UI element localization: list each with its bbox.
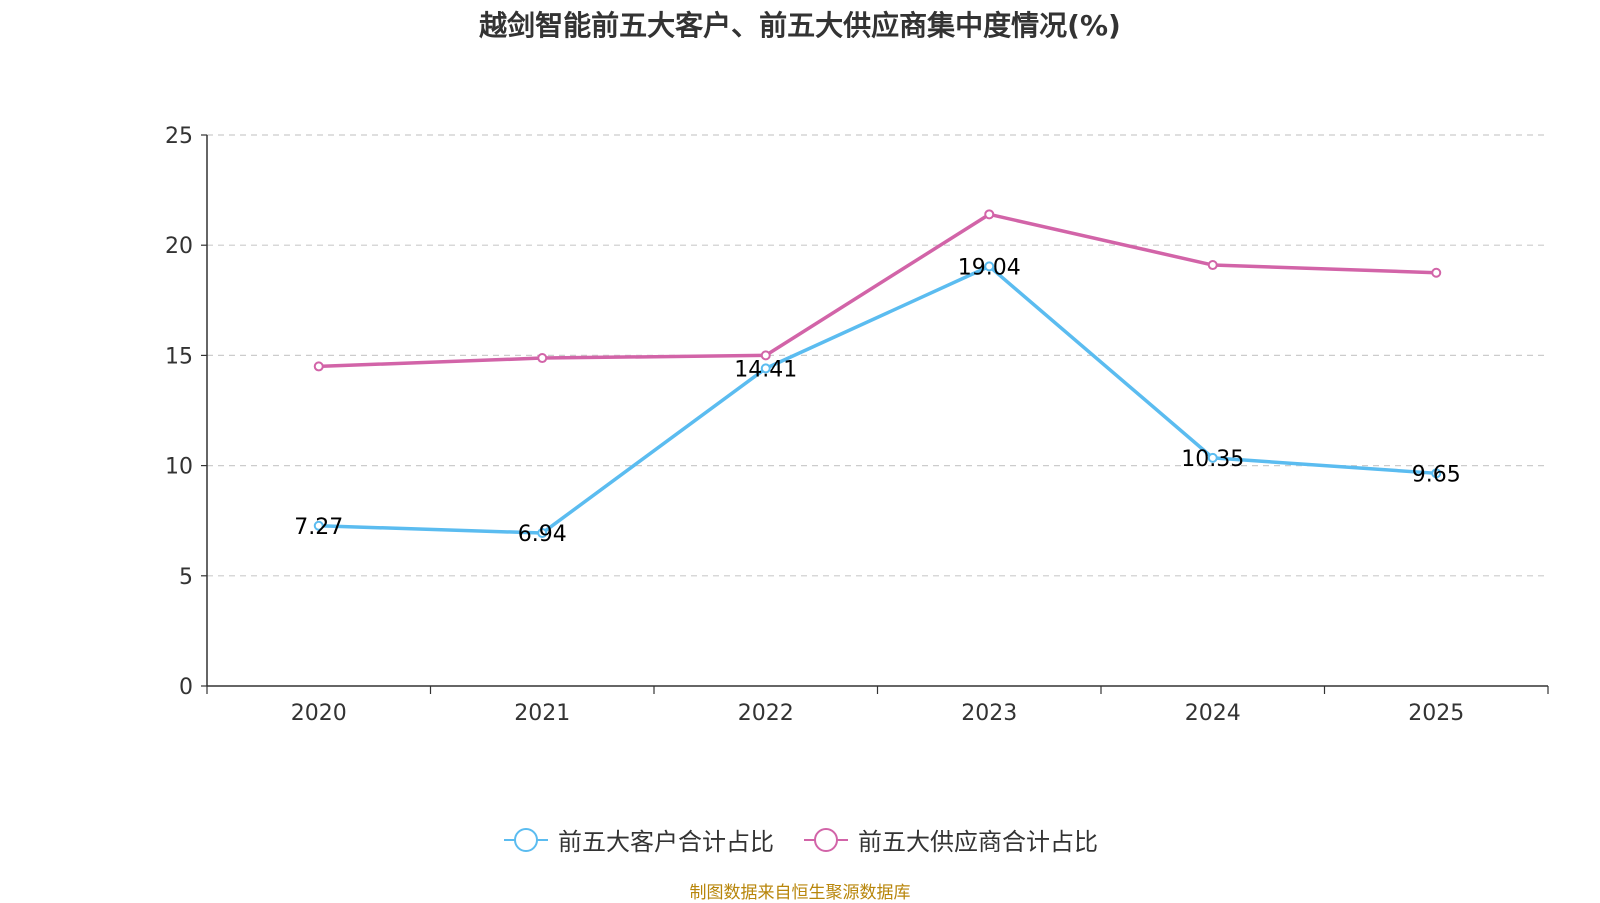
data-point-1 [537,353,548,364]
data-point-1 [1431,267,1442,278]
chart-title: 越剑智能前五大客户、前五大供应商集中度情况(%) [479,9,1121,42]
y-tick-label: 20 [165,234,193,259]
data-point-0 [760,363,771,374]
series-line-0 [318,264,1437,535]
data-point-0 [537,528,548,539]
legend: 前五大客户合计占比 前五大供应商合计占比 [0,822,1600,857]
legend-label-customers: 前五大客户合计占比 [558,828,774,856]
y-tick-label: 25 [165,124,193,149]
data-point-1 [760,350,771,361]
series-line-1 [318,212,1437,369]
data-point-0 [1207,452,1218,463]
y-tick-label: 10 [165,455,193,480]
data-label: 14.41 [734,357,797,382]
data-label: 7.27 [294,515,343,540]
data-point-1 [984,209,995,220]
data-point-0 [984,261,995,272]
legend-marker-suppliers [804,827,848,852]
legend-marker-customers [504,827,548,852]
data-point-0 [1431,468,1442,479]
legend-item-suppliers[interactable]: 前五大供应商合计占比 [802,822,1098,857]
source-note: 制图数据来自恒生聚源数据库 [689,883,911,903]
data-label: 9.65 [1412,462,1461,487]
x-tick-label: 2024 [1185,701,1241,726]
data-point-1 [1207,260,1218,271]
x-tick-label: 2021 [514,701,570,726]
x-tick-label: 2020 [291,701,347,726]
data-label: 10.35 [1181,447,1244,472]
data-point-1 [313,361,324,372]
legend-item-customers[interactable]: 前五大客户合计占比 [502,822,774,857]
x-tick-label: 2025 [1408,701,1464,726]
x-tick-label: 2022 [738,701,794,726]
y-tick-label: 15 [165,344,193,369]
y-tick-label: 5 [179,565,193,590]
legend-label-suppliers: 前五大供应商合计占比 [858,828,1098,856]
x-tick-label: 2023 [961,701,1017,726]
data-point-0 [313,520,324,531]
y-tick-label: 0 [179,675,193,700]
data-label: 19.04 [958,255,1021,280]
data-label: 6.94 [518,522,567,547]
